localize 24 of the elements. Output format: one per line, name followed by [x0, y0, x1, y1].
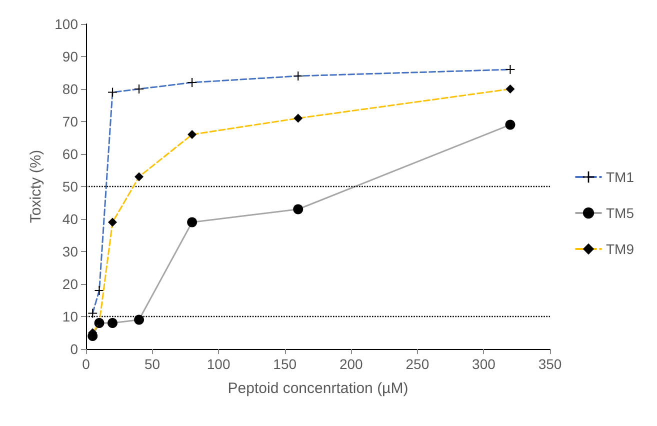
x-tick-label: 100 [206, 356, 230, 372]
x-tick-label: 200 [339, 356, 364, 372]
y-tick-label: 30 [62, 244, 78, 260]
y-tick-label: 60 [62, 146, 78, 162]
y-tick-label: 20 [62, 276, 78, 292]
y-tick-label: 90 [62, 48, 78, 64]
y-axis-title: Toxicty (%) [28, 150, 45, 224]
y-tick-label: 40 [62, 211, 78, 227]
x-tick-label: 150 [273, 356, 297, 372]
x-tick-label: 0 [82, 356, 90, 372]
x-axis-title: Peptoid concenrtation (µM) [228, 380, 408, 397]
y-tick-label: 70 [62, 114, 78, 130]
x-tick-label: 300 [472, 356, 496, 372]
y-tick-label: 100 [54, 16, 78, 32]
legend-label: TM5 [606, 205, 634, 221]
legend-label: TM9 [606, 241, 634, 257]
x-tick-label: 50 [144, 356, 160, 372]
y-tick-label: 0 [70, 341, 78, 357]
y-tick-label: 10 [62, 308, 78, 324]
y-tick-label: 50 [62, 178, 78, 194]
legend-label: TM1 [606, 169, 634, 185]
x-tick-label: 250 [406, 356, 430, 372]
x-tick-label: 350 [538, 356, 562, 372]
y-tick-label: 80 [62, 81, 78, 97]
